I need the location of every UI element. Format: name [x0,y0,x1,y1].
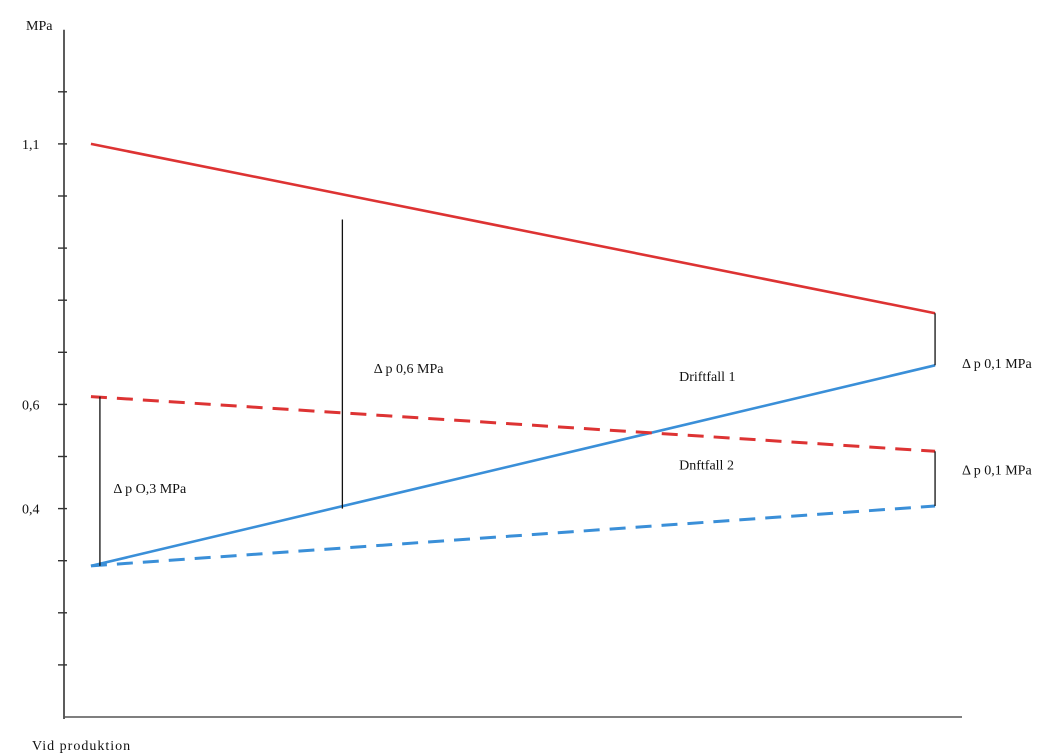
series-group [90,142,936,568]
series-line-2 [90,364,936,568]
case-label: Dnftfall 2 [679,459,734,474]
delta-label: Δ p O,3 MPa [113,482,187,497]
case-label: Driftfall 1 [679,370,735,385]
series-line-1 [90,142,936,315]
y-axis-label: MPa [26,19,53,34]
series-line-3 [90,395,936,453]
x-axis-label: Vid produktion [32,739,131,754]
delta-label: Δ p 0,1 MPa [962,464,1032,479]
y-tick-label: 0,6 [22,398,40,413]
y-tick-label: 1,1 [22,138,40,153]
y-tick-label: 0,4 [22,503,40,518]
delta-label: Δ p 0,1 MPa [962,357,1032,372]
axes: 1,1 0,6 0,4 [22,29,962,719]
series-line-4 [90,504,936,568]
delta-label: Δ p 0,6 MPa [374,362,444,377]
annotations-group: Δ p 0,6 MPa Δ p 0,1 MPa Δ p 0,1 MPa Δ p O,3… [99,219,1032,566]
